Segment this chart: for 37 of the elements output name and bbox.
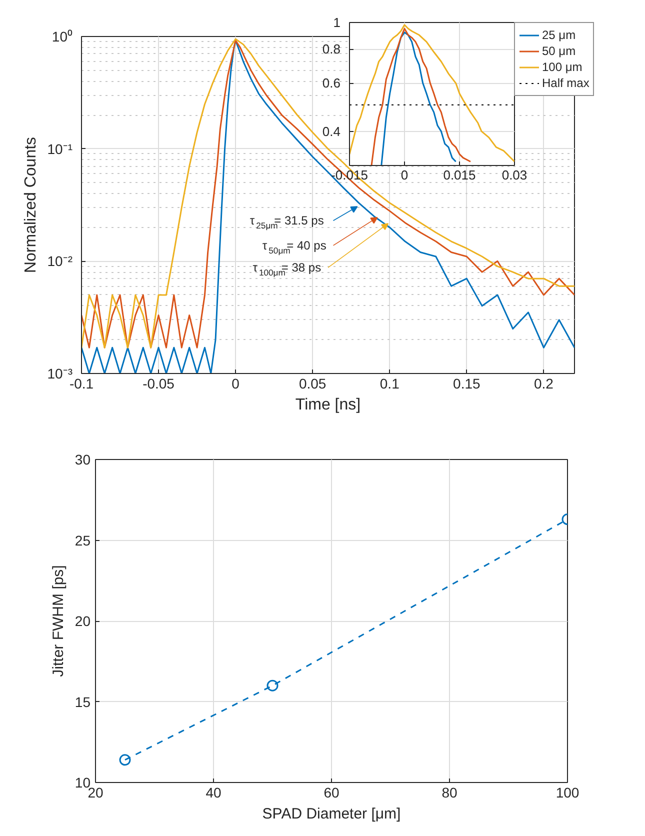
- y-axis-title: Normalized Counts: [22, 136, 40, 274]
- y-axis-title: Jitter FWHM [ps]: [50, 565, 67, 677]
- x-tick-label: -0.05: [142, 376, 175, 392]
- x-tick-label: 100: [556, 784, 580, 800]
- x-axis-title: Time [ns]: [295, 396, 361, 414]
- y-tick-label: 20: [74, 613, 91, 629]
- y-tick-label: 15: [74, 694, 91, 710]
- legend-label: Half max: [542, 75, 590, 91]
- x-tick-label: 0.15: [453, 376, 480, 392]
- legend-label: 25 μm: [542, 27, 577, 43]
- x-tick-label: 0.03: [502, 168, 528, 182]
- line-series: [370, 28, 472, 166]
- y-tick-label: 0.8: [322, 42, 341, 57]
- line-series: [350, 24, 514, 162]
- y-tick-label: 10⁻²: [47, 253, 73, 270]
- legend-label: 100 μm: [542, 59, 582, 75]
- legend-label: 50 μm: [542, 43, 577, 59]
- x-tick-label: 40: [206, 784, 222, 800]
- y-tick-label: 0.6: [322, 76, 341, 91]
- y-tick-label: 25: [74, 532, 91, 548]
- y-tick-label: 10⁰: [52, 28, 73, 44]
- x-tick-label: 0.1: [380, 376, 400, 392]
- x-tick-label: 0.05: [298, 376, 326, 392]
- point: [266, 680, 278, 692]
- line-series: [380, 32, 457, 166]
- point: [119, 754, 131, 766]
- y-tick-label: 0.4: [322, 124, 341, 139]
- y-tick-label: 1: [333, 15, 341, 30]
- y-tick-label: 30: [74, 452, 91, 468]
- y-tick-label: 10⁻¹: [47, 140, 73, 157]
- x-axis-title: SPAD Diameter [μm]: [262, 806, 401, 822]
- x-tick-label: 0.2: [534, 376, 554, 392]
- x-tick-label: 60: [324, 784, 340, 800]
- x-tick-label: 0: [232, 376, 240, 392]
- x-tick-label: 0: [400, 168, 408, 182]
- x-tick-label: 0.015: [443, 168, 476, 182]
- x-tick-label: 80: [442, 784, 458, 800]
